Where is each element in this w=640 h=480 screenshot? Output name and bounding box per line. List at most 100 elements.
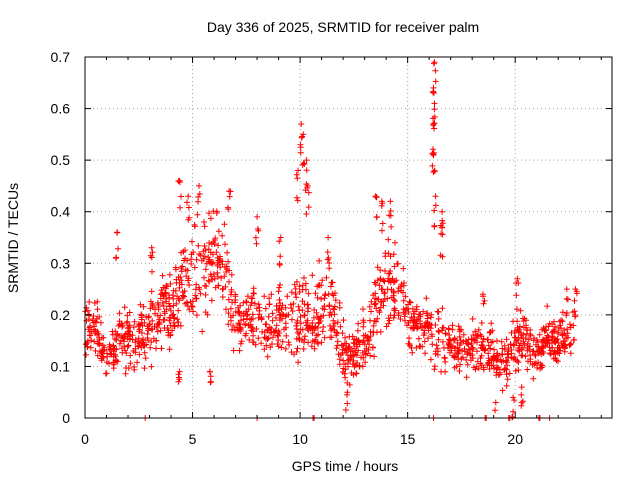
data-point xyxy=(460,331,467,338)
data-point xyxy=(119,334,126,341)
data-point xyxy=(392,307,399,314)
data-point xyxy=(176,284,183,291)
data-point xyxy=(556,344,562,351)
data-point xyxy=(539,344,546,351)
data-point xyxy=(492,407,499,414)
data-point xyxy=(121,304,128,311)
data-point xyxy=(206,240,213,246)
data-point xyxy=(299,326,306,333)
data-point xyxy=(208,297,215,304)
data-point xyxy=(552,355,559,362)
data-point xyxy=(509,414,516,421)
data-point xyxy=(300,160,307,167)
data-point xyxy=(382,253,389,260)
data-point xyxy=(289,316,295,323)
data-point xyxy=(212,235,219,242)
data-point xyxy=(371,301,378,308)
data-point xyxy=(247,302,254,309)
data-point xyxy=(205,246,212,253)
data-point xyxy=(135,321,142,328)
data-point xyxy=(332,297,339,304)
data-point xyxy=(480,364,487,371)
data-point xyxy=(458,355,465,362)
data-point xyxy=(478,320,485,326)
data-point xyxy=(417,320,424,327)
data-point xyxy=(192,292,199,299)
data-point xyxy=(387,198,394,205)
data-point xyxy=(460,338,467,345)
data-point xyxy=(157,312,164,319)
data-point xyxy=(301,312,308,319)
data-point xyxy=(134,359,141,366)
data-point xyxy=(530,375,537,382)
data-point xyxy=(380,277,387,284)
data-point xyxy=(219,261,226,268)
data-point xyxy=(194,211,201,218)
data-point xyxy=(301,336,308,343)
data-point xyxy=(140,342,147,348)
data-point xyxy=(391,263,398,270)
data-point xyxy=(392,239,398,246)
data-point xyxy=(512,334,519,341)
data-point xyxy=(458,326,465,333)
data-point xyxy=(370,322,377,329)
data-point xyxy=(176,179,183,186)
data-point xyxy=(479,338,486,345)
data-point xyxy=(433,342,440,349)
data-point xyxy=(293,348,300,355)
data-point xyxy=(298,134,305,141)
data-point xyxy=(563,312,570,319)
data-point xyxy=(116,321,123,328)
data-point xyxy=(406,298,413,305)
data-point xyxy=(84,338,91,344)
data-point xyxy=(342,334,348,341)
data-point xyxy=(439,231,446,238)
data-point xyxy=(238,317,244,324)
data-point xyxy=(495,356,502,363)
data-point xyxy=(167,322,174,329)
data-point xyxy=(536,331,543,338)
data-point xyxy=(431,113,438,120)
data-point xyxy=(321,295,328,302)
data-point xyxy=(226,193,233,200)
data-point xyxy=(145,337,151,344)
data-point xyxy=(367,352,374,359)
data-point xyxy=(209,260,216,267)
data-point xyxy=(250,290,257,297)
data-point xyxy=(429,341,436,348)
data-point xyxy=(175,307,182,314)
data-point xyxy=(144,331,151,337)
data-point xyxy=(201,274,207,281)
data-point xyxy=(527,332,534,339)
data-point xyxy=(140,339,146,346)
data-point xyxy=(240,316,247,323)
data-point xyxy=(430,169,437,176)
data-point xyxy=(532,352,539,359)
data-point xyxy=(563,295,570,302)
data-point xyxy=(230,322,237,329)
data-point xyxy=(155,304,162,310)
data-point xyxy=(263,342,270,349)
data-point xyxy=(258,315,265,322)
data-point xyxy=(180,293,187,300)
data-point xyxy=(199,328,206,335)
data-point xyxy=(223,306,229,313)
data-point xyxy=(464,349,471,356)
data-point xyxy=(302,280,309,287)
data-point xyxy=(184,199,190,206)
data-point xyxy=(325,234,332,241)
data-point xyxy=(270,334,276,341)
data-point xyxy=(546,320,553,327)
data-point xyxy=(202,247,209,254)
data-point xyxy=(377,276,384,283)
data-point xyxy=(186,306,193,313)
data-point xyxy=(321,334,328,341)
data-point xyxy=(294,319,301,326)
data-point xyxy=(160,303,167,309)
data-point xyxy=(377,267,384,274)
data-point xyxy=(515,280,522,286)
data-point xyxy=(193,295,200,302)
data-point xyxy=(518,346,525,353)
data-point xyxy=(573,288,580,295)
